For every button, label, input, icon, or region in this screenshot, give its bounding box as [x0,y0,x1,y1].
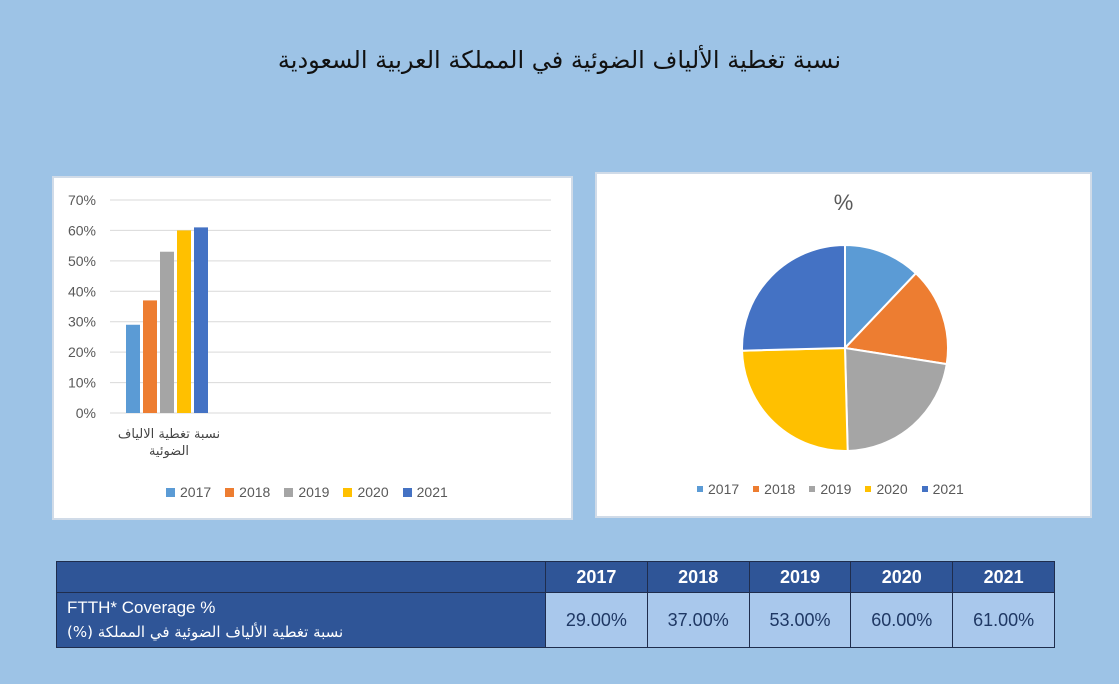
legend-label: 2017 [708,481,740,497]
coverage-table: 2017 2018 2019 2020 2021 FTTH* Coverage … [56,561,1055,648]
bar-2021 [194,227,208,413]
pie-chart-panel: % 2017 2018 2019 2020 2021 [595,172,1092,518]
legend-swatch [402,487,412,497]
bar-chart-panel: 0% 10% 20% 30% 40% 50% 60% 70% نسبة تغطية الالي… [52,176,573,520]
legend-swatch [865,486,872,492]
year-header: 2019 [748,561,852,593]
year-header: 2017 [545,561,648,593]
legend-swatch [753,486,760,492]
bar-category-label: نسبة تغطية الالياف الضوئية [117,427,221,459]
pie-slice-2017 [844,243,918,351]
legend-item: 2017 [166,484,211,500]
bar-2018 [143,300,157,413]
bar-legend: 2017 2018 2019 2020 2021 [166,484,448,500]
legend-swatch [343,487,353,497]
table-cell: 29.00% [545,592,648,648]
bar-2019 [160,251,174,413]
pie-chart [741,243,949,452]
legend-swatch [166,487,175,497]
y-tick-label: 70% [68,192,96,208]
bar-chart: 0% 10% 20% 30% 40% 50% 60% 70% [68,192,551,421]
table-header-row: 2017 2018 2019 2020 2021 [56,561,1055,593]
legend-swatch [225,487,235,497]
legend-item: 2020 [343,484,389,500]
legend-label: 2021 [932,481,964,497]
pie-slice-2020 [741,346,849,452]
y-tick-label: 0% [76,405,96,421]
legend-item: 2018 [225,484,270,500]
legend-item: 2017 [697,481,739,497]
legend-swatch [697,486,703,492]
pie-slice-2018 [842,271,949,366]
legend-swatch [921,486,928,492]
y-tick-label: 50% [68,253,96,269]
table-cell: 61.00% [952,592,1055,648]
year-header: 2020 [850,561,954,593]
pie-slice-2021 [741,243,846,352]
table-cell: 37.00% [646,592,750,648]
legend-item: 2021 [402,484,448,500]
y-tick-label: 30% [68,314,96,330]
bar-2020 [177,230,191,413]
table-corner [56,561,546,593]
legend-label: 2017 [180,484,212,500]
legend-item: 2019 [284,484,329,500]
legend-label: 2020 [357,484,389,500]
legend-item: 2019 [809,481,851,497]
table-row: FTTH* Coverage % نسبة تغطية الألياف الضو… [56,592,1055,648]
legend-item: 2020 [865,481,908,497]
legend-label: 2018 [239,484,271,500]
year-header: 2021 [952,561,1055,593]
table-cell: 60.00% [850,592,954,648]
page-title: نسبة تغطية الألياف الضوئية في المملكة ال… [277,46,842,74]
legend-label: 2020 [876,481,908,497]
pie-legend: 2017 2018 2019 2020 2021 [697,481,964,497]
legend-swatch [284,487,294,497]
legend-item: 2021 [921,481,964,497]
y-tick-label: 20% [68,344,96,360]
row-label: FTTH* Coverage % نسبة تغطية الألياف الضو… [56,592,546,648]
pie-title: % [833,190,854,215]
row-label-en: FTTH* Coverage % [67,598,216,617]
row-label-ar: نسبة تغطية الألياف الضوئية في المملكة (%… [67,623,344,641]
legend-label: 2021 [416,484,448,500]
pie-slice-2019 [843,346,948,452]
y-tick-label: 40% [68,283,96,299]
legend-label: 2018 [764,481,796,497]
legend-label: 2019 [820,481,852,497]
y-tick-label: 60% [68,222,96,238]
y-tick-label: 10% [68,375,96,391]
legend-item: 2018 [753,481,795,497]
legend-swatch [809,486,816,492]
table-cell: 53.00% [748,592,852,648]
year-header: 2018 [646,561,750,593]
bar-2017 [126,324,140,413]
legend-label: 2019 [298,484,330,500]
